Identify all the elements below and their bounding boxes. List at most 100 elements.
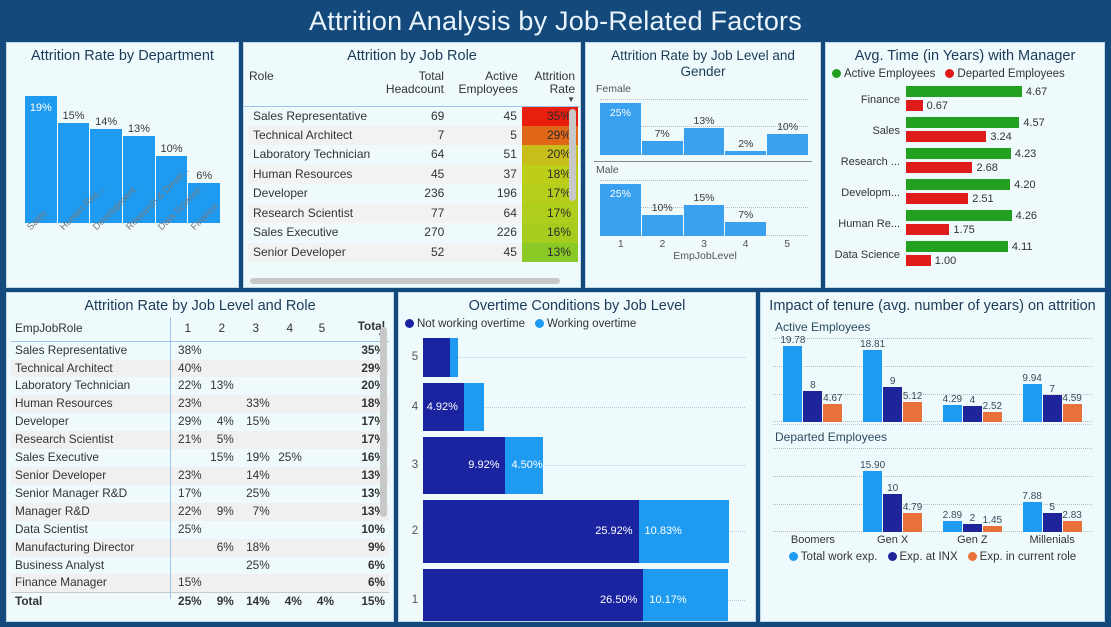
overtime-segment[interactable]: 25.92% <box>423 499 639 563</box>
table-row[interactable]: Developer 236 196 17% <box>248 184 578 204</box>
overtime-segment[interactable]: 10.83% <box>638 499 729 563</box>
tenure-bar[interactable]: 8 <box>803 380 823 422</box>
manager-bar[interactable] <box>906 86 1022 98</box>
table-row[interactable]: Research Scientist 77 64 17% <box>248 203 578 224</box>
job-role-table-scroll-area[interactable]: Sales Representative 69 45 35% Technical Arc… <box>248 106 578 287</box>
tenure-bar[interactable]: 4.29 <box>943 394 962 422</box>
table-row[interactable]: Senior Manager R&D 17% 25% 13% <box>11 485 389 503</box>
overtime-segment[interactable]: 26.50% <box>423 568 644 621</box>
table-row[interactable]: Sales Representative 69 45 35% <box>248 106 578 126</box>
manager-bar[interactable] <box>906 255 931 267</box>
gender-bar[interactable] <box>767 134 808 156</box>
gender-bar[interactable] <box>683 128 725 156</box>
department-bar[interactable] <box>123 136 155 223</box>
manager-bar[interactable] <box>906 131 987 143</box>
tenure-bar[interactable]: 4.67 <box>823 393 843 422</box>
department-bar[interactable] <box>57 122 90 223</box>
legend-item[interactable]: Departed Employees <box>945 68 1065 80</box>
gender-bar[interactable] <box>600 103 641 156</box>
table-row[interactable]: Technical Architect 40% 29% <box>11 359 389 378</box>
col-total-headcount[interactable]: Total Headcount <box>378 66 449 107</box>
legend-item[interactable]: Exp. in current role <box>967 551 1076 563</box>
overtime-segment[interactable] <box>449 337 458 377</box>
tenure-bar[interactable]: 5.12 <box>903 391 922 422</box>
vertical-scrollbar[interactable] <box>380 327 387 517</box>
horizontal-scrollbar[interactable] <box>250 278 560 284</box>
department-bar[interactable] <box>90 129 123 223</box>
tenure-bar[interactable]: 4 <box>962 395 982 422</box>
table-row[interactable]: Developer 29% 4% 15% 17% <box>11 413 389 431</box>
table-row[interactable]: Manufacturing Director 6% 18% 9% <box>11 538 389 557</box>
tenure-bar[interactable]: 2.52 <box>983 401 1002 422</box>
department-bar[interactable] <box>188 182 221 223</box>
table-row[interactable]: Human Resources 45 37 18% <box>248 164 578 185</box>
table-row[interactable]: Laboratory Technician 64 51 20% <box>248 145 578 165</box>
col-level-2[interactable]: 2 <box>218 321 226 336</box>
table-row[interactable]: Sales Executive 15% 19% 25% 16% <box>11 449 389 467</box>
overtime-segment[interactable]: 4.50% <box>505 436 543 494</box>
col-level-5[interactable]: 5 <box>318 321 326 336</box>
table-row[interactable]: Laboratory Technician 22% 13% 20% <box>11 377 389 395</box>
col-level-4[interactable]: 4 <box>286 321 294 336</box>
overtime-segment[interactable]: 9.92% <box>423 436 506 494</box>
tenure-bar[interactable]: 18.81 <box>860 339 885 422</box>
manager-bar[interactable] <box>906 100 923 112</box>
tenure-bar[interactable]: 4.79 <box>903 502 922 532</box>
table-row[interactable]: Sales Representative 38% 35% <box>11 342 389 360</box>
manager-bar[interactable] <box>906 241 1008 253</box>
manager-bar[interactable] <box>906 162 973 174</box>
col-role[interactable]: Role <box>244 66 379 107</box>
table-row[interactable]: Finance Manager 15% 6% <box>11 574 389 593</box>
table-row[interactable]: Sales Executive 270 226 16% <box>248 223 578 243</box>
manager-bar[interactable] <box>906 117 1020 129</box>
col-active-employees[interactable]: Active Employees <box>448 66 523 107</box>
manager-bar[interactable] <box>906 210 1012 222</box>
tenure-bar[interactable]: 15.90 <box>860 460 885 532</box>
vertical-scrollbar[interactable] <box>569 108 576 201</box>
tenure-bar[interactable]: 19.78 <box>780 335 805 422</box>
tenure-bar[interactable]: 9 <box>883 376 903 422</box>
manager-bar[interactable] <box>906 148 1011 160</box>
legend-item[interactable]: Total work exp. <box>788 551 878 563</box>
table-row[interactable]: Senior Developer 23% 14% 13% <box>11 467 389 485</box>
tenure-bar[interactable]: 5 <box>1042 502 1062 532</box>
tenure-bar[interactable]: 2.83 <box>1062 510 1082 532</box>
tenure-bar[interactable]: 2.89 <box>943 510 962 532</box>
overtime-segment[interactable] <box>423 337 450 377</box>
table-row[interactable]: Human Resources 23% 33% 18% <box>11 395 389 414</box>
col-attrition-rate[interactable]: Attrition Rate ▼ <box>522 66 580 107</box>
table-row[interactable]: Business Analyst 25% 6% <box>11 557 389 575</box>
manager-bar[interactable] <box>906 224 950 236</box>
tenure-bar[interactable]: 7 <box>1042 384 1062 422</box>
legend-item[interactable]: Active Employees <box>832 68 935 80</box>
col-level-1[interactable]: 1 <box>184 321 191 336</box>
department-bar[interactable] <box>25 96 57 223</box>
legend-item[interactable]: Not working overtime <box>405 318 525 330</box>
gender-bar[interactable] <box>641 140 683 156</box>
table-row[interactable]: Technical Architect 7 5 29% <box>248 125 578 146</box>
tenure-bar[interactable]: 2 <box>962 513 982 532</box>
gender-bar[interactable] <box>725 150 767 156</box>
gender-bar[interactable] <box>725 221 767 237</box>
table-row[interactable]: Research Scientist 21% 5% 17% <box>11 431 389 450</box>
table-row[interactable]: Total 25% 9% 14% 4% 4% 15% <box>11 592 389 612</box>
col-emp-job-role[interactable]: EmpJobRole <box>15 321 83 336</box>
table-row[interactable]: Manager R&D 22% 9% 7% 13% <box>11 502 389 521</box>
tenure-bar[interactable]: 4.59 <box>1062 393 1082 422</box>
gender-bar[interactable] <box>641 215 683 237</box>
gender-bar[interactable] <box>683 204 725 237</box>
col-level-3[interactable]: 3 <box>252 321 260 336</box>
table-row[interactable]: Data Scientist 25% 10% <box>11 521 389 539</box>
overtime-segment[interactable] <box>463 382 484 431</box>
tenure-bar[interactable]: 7.88 <box>1022 491 1042 532</box>
tenure-bar[interactable]: 10 <box>883 483 903 532</box>
legend-item[interactable]: Working overtime <box>535 318 636 330</box>
manager-bar[interactable] <box>906 179 1011 191</box>
department-bar[interactable] <box>155 156 188 223</box>
overtime-segment[interactable]: 4.92% <box>423 382 464 431</box>
manager-bar[interactable] <box>906 193 969 205</box>
tenure-bar[interactable]: 1.45 <box>983 515 1002 532</box>
tenure-bar[interactable]: 9.94 <box>1022 373 1042 422</box>
legend-item[interactable]: Exp. at INX <box>887 551 958 563</box>
overtime-segment[interactable]: 10.17% <box>643 568 728 621</box>
